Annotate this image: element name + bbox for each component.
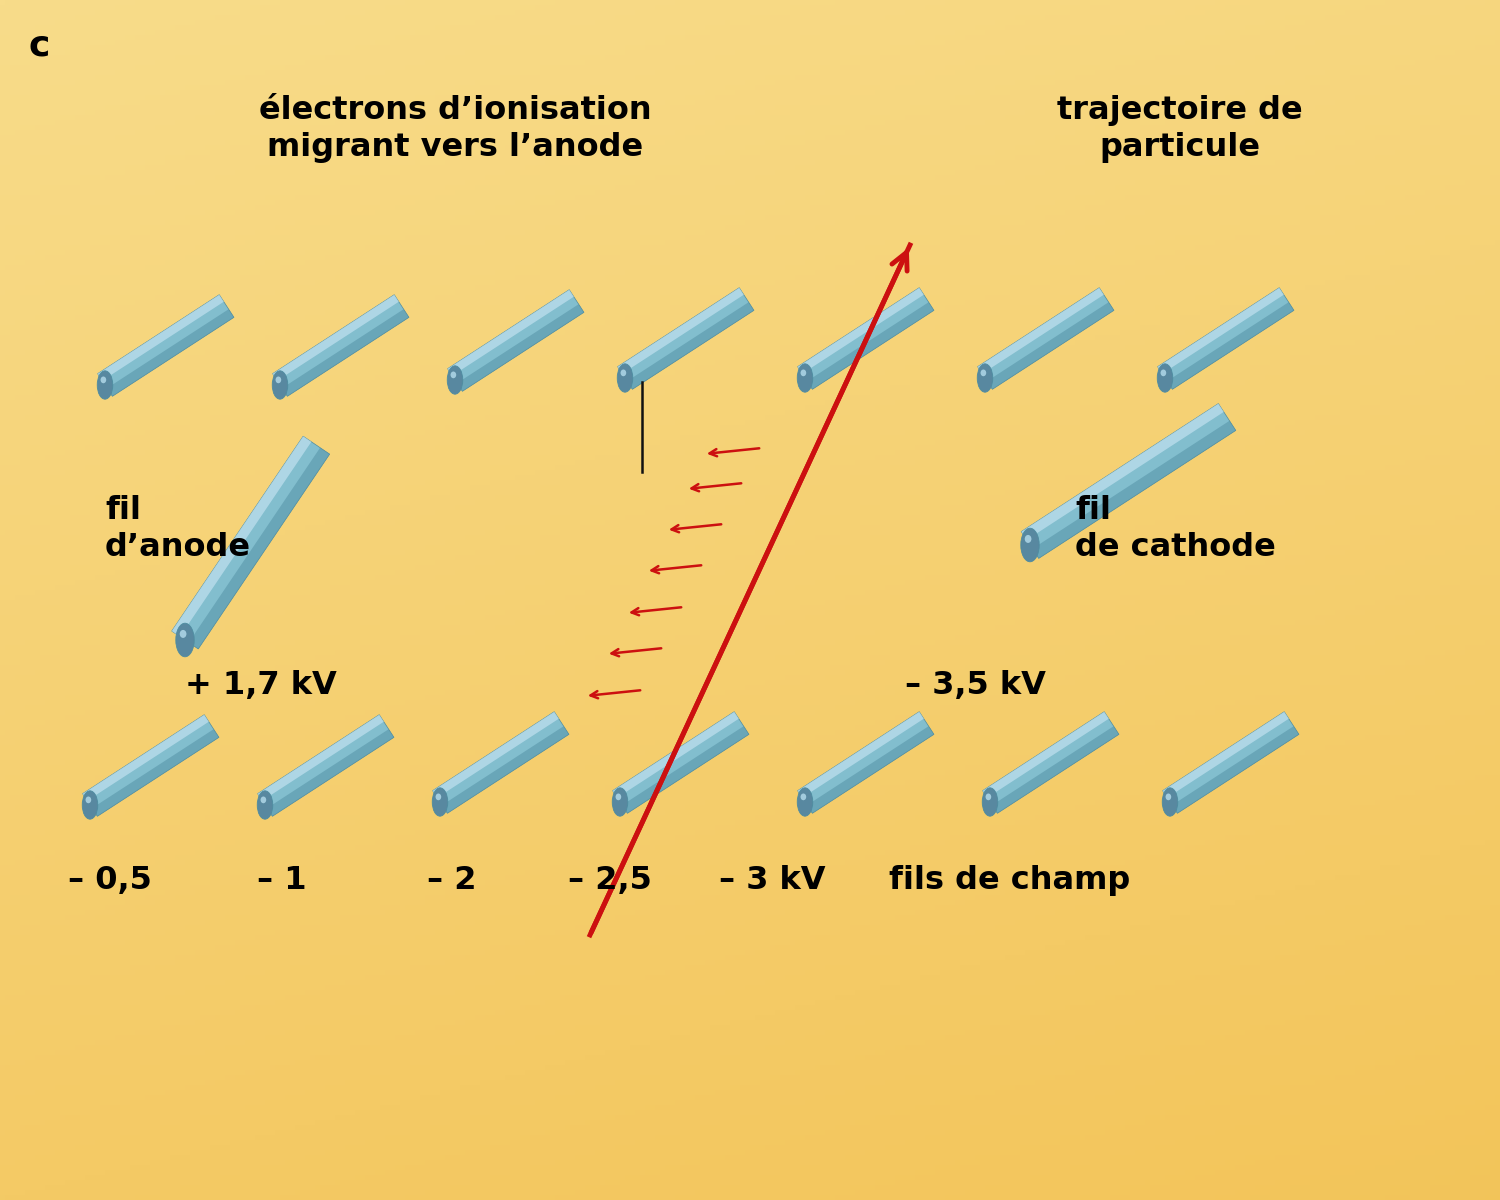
Ellipse shape <box>1161 370 1166 377</box>
Ellipse shape <box>801 370 806 377</box>
Polygon shape <box>807 302 934 389</box>
Polygon shape <box>442 726 568 814</box>
Text: – 3 kV: – 3 kV <box>718 865 825 896</box>
Ellipse shape <box>621 370 626 377</box>
Ellipse shape <box>432 788 448 816</box>
Polygon shape <box>982 712 1119 814</box>
Ellipse shape <box>982 788 998 816</box>
Text: fils de champ: fils de champ <box>890 865 1131 896</box>
Ellipse shape <box>981 370 986 377</box>
Text: – 0,5: – 0,5 <box>68 865 152 896</box>
Polygon shape <box>258 715 384 800</box>
Polygon shape <box>267 730 394 816</box>
Ellipse shape <box>272 371 288 400</box>
Ellipse shape <box>796 364 813 392</box>
Polygon shape <box>98 295 224 380</box>
Polygon shape <box>106 310 234 396</box>
Ellipse shape <box>1156 364 1173 392</box>
Polygon shape <box>1032 421 1236 558</box>
Polygon shape <box>807 726 934 814</box>
Ellipse shape <box>450 372 456 378</box>
Polygon shape <box>282 310 410 396</box>
Text: – 3,5 kV: – 3,5 kV <box>904 670 1046 701</box>
Polygon shape <box>612 712 748 814</box>
Polygon shape <box>987 302 1114 389</box>
Polygon shape <box>171 437 312 637</box>
Polygon shape <box>798 712 924 798</box>
Ellipse shape <box>261 797 266 803</box>
Polygon shape <box>1162 712 1299 814</box>
Text: – 1: – 1 <box>256 865 307 896</box>
Ellipse shape <box>100 377 106 383</box>
Polygon shape <box>189 448 330 649</box>
Polygon shape <box>273 295 410 396</box>
Polygon shape <box>798 288 924 373</box>
Polygon shape <box>171 437 330 649</box>
Polygon shape <box>82 715 209 800</box>
Polygon shape <box>798 712 934 814</box>
Ellipse shape <box>615 793 621 800</box>
Polygon shape <box>978 288 1114 389</box>
Ellipse shape <box>1022 528 1040 562</box>
Ellipse shape <box>1024 535 1032 542</box>
Ellipse shape <box>180 630 186 638</box>
Polygon shape <box>92 730 219 816</box>
Ellipse shape <box>796 788 813 816</box>
Polygon shape <box>798 288 934 389</box>
Ellipse shape <box>98 371 112 400</box>
Polygon shape <box>432 712 560 798</box>
Polygon shape <box>612 712 740 798</box>
Text: – 2: – 2 <box>427 865 477 896</box>
Polygon shape <box>982 712 1108 798</box>
Polygon shape <box>1167 302 1294 389</box>
Polygon shape <box>1158 288 1284 373</box>
Text: fil
de cathode: fil de cathode <box>1076 494 1275 563</box>
Text: – 2,5: – 2,5 <box>568 865 652 896</box>
Polygon shape <box>627 302 754 389</box>
Polygon shape <box>978 288 1104 373</box>
Ellipse shape <box>976 364 993 392</box>
Ellipse shape <box>86 797 92 803</box>
Polygon shape <box>622 726 748 814</box>
Polygon shape <box>1022 403 1236 558</box>
Polygon shape <box>618 288 744 373</box>
Polygon shape <box>458 304 584 391</box>
Ellipse shape <box>447 366 464 394</box>
Ellipse shape <box>986 793 992 800</box>
Ellipse shape <box>435 793 441 800</box>
Ellipse shape <box>801 793 806 800</box>
Polygon shape <box>1172 726 1299 814</box>
Ellipse shape <box>616 364 633 392</box>
Polygon shape <box>273 295 399 380</box>
Ellipse shape <box>1162 788 1178 816</box>
Text: fil
d’anode: fil d’anode <box>105 494 250 563</box>
Ellipse shape <box>276 377 280 383</box>
Ellipse shape <box>82 791 98 820</box>
Ellipse shape <box>176 623 194 656</box>
Polygon shape <box>258 715 394 816</box>
Text: + 1,7 kV: + 1,7 kV <box>184 670 336 701</box>
Polygon shape <box>1022 403 1224 540</box>
Polygon shape <box>1162 712 1288 798</box>
Polygon shape <box>432 712 568 814</box>
Ellipse shape <box>256 791 273 820</box>
Polygon shape <box>992 726 1119 814</box>
Text: électrons d’ionisation
migrant vers l’anode: électrons d’ionisation migrant vers l’an… <box>258 95 651 163</box>
Polygon shape <box>98 295 234 396</box>
Polygon shape <box>447 289 574 376</box>
Ellipse shape <box>612 788 628 816</box>
Text: c: c <box>28 28 50 62</box>
Text: trajectoire de
particule: trajectoire de particule <box>1058 95 1304 163</box>
Polygon shape <box>447 289 584 391</box>
Polygon shape <box>82 715 219 816</box>
Ellipse shape <box>1166 793 1172 800</box>
Polygon shape <box>618 288 754 389</box>
Polygon shape <box>1158 288 1294 389</box>
